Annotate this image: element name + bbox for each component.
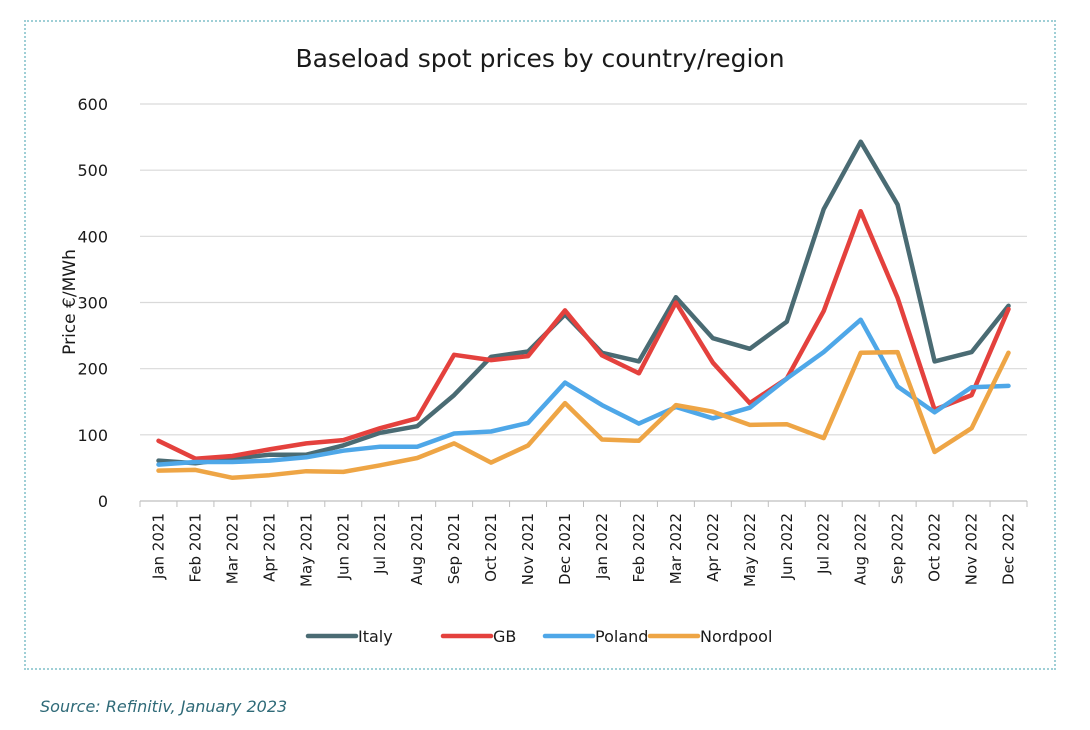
y-tick-label: 500	[77, 161, 108, 180]
source-note: Source: Refinitiv, January 2023	[40, 697, 288, 716]
y-axis-ticks: 0 100 200 300 400 500 600	[77, 95, 108, 511]
legend-label: GB	[493, 627, 516, 646]
y-tick-label: 100	[77, 426, 108, 445]
x-tick-label: Feb 2022	[630, 513, 648, 583]
x-tick-label: Aug 2022	[852, 513, 870, 585]
x-tick-label: Dec 2021	[556, 513, 574, 585]
x-tick-label: Nov 2021	[519, 513, 537, 585]
legend-label: Nordpool	[700, 627, 772, 646]
y-tick-label: 300	[77, 294, 108, 313]
grid	[140, 103, 1027, 502]
legend-label: Poland	[595, 627, 648, 646]
legend: Italy GB Poland Nordpool	[305, 627, 772, 646]
x-tick-label: Jan 2021	[149, 513, 167, 580]
x-tick-label: Apr 2022	[704, 513, 722, 582]
x-tick-label: Aug 2021	[408, 513, 426, 585]
x-tick-label: Mar 2021	[223, 513, 241, 584]
x-tick-label: Sep 2021	[445, 513, 463, 584]
x-tick-label: Jan 2022	[593, 513, 611, 580]
chart-frame	[24, 20, 1056, 670]
x-tick-label: May 2021	[297, 513, 315, 587]
x-tick-label: May 2022	[741, 513, 759, 587]
x-tick-label: Jul 2021	[371, 513, 389, 575]
x-tick-label: Sep 2022	[889, 513, 907, 584]
y-tick-label: 600	[77, 95, 108, 114]
series-line-gb	[156, 208, 1011, 461]
x-tick-label: Oct 2022	[926, 513, 944, 582]
x-tick-label: Dec 2022	[1000, 513, 1018, 585]
series-line-poland	[156, 317, 1011, 467]
series-lines	[156, 139, 1011, 481]
x-tick-label: Jun 2022	[778, 513, 796, 580]
legend-label: Italy	[358, 627, 393, 646]
y-tick-label: 0	[98, 492, 108, 511]
x-tick-label: Jun 2021	[334, 513, 352, 580]
x-axis-ticks: Jan 2021 Feb 2021 Mar 2021 Apr 2021 May 2021…	[139, 501, 1028, 587]
y-tick-label: 200	[77, 360, 108, 379]
x-tick-label: Apr 2021	[260, 513, 278, 582]
x-tick-label: Nov 2022	[963, 513, 981, 585]
y-axis-label: Price €/MWh	[60, 249, 80, 355]
x-tick-label: Feb 2021	[186, 513, 204, 583]
x-tick-label: Jul 2022	[815, 513, 833, 575]
y-tick-label: 400	[77, 227, 108, 246]
x-tick-label: Oct 2021	[482, 513, 500, 582]
chart-title: Baseload spot prices by country/region	[295, 44, 784, 73]
x-tick-label: Mar 2022	[667, 513, 685, 584]
series-line-nordpool	[156, 349, 1011, 481]
